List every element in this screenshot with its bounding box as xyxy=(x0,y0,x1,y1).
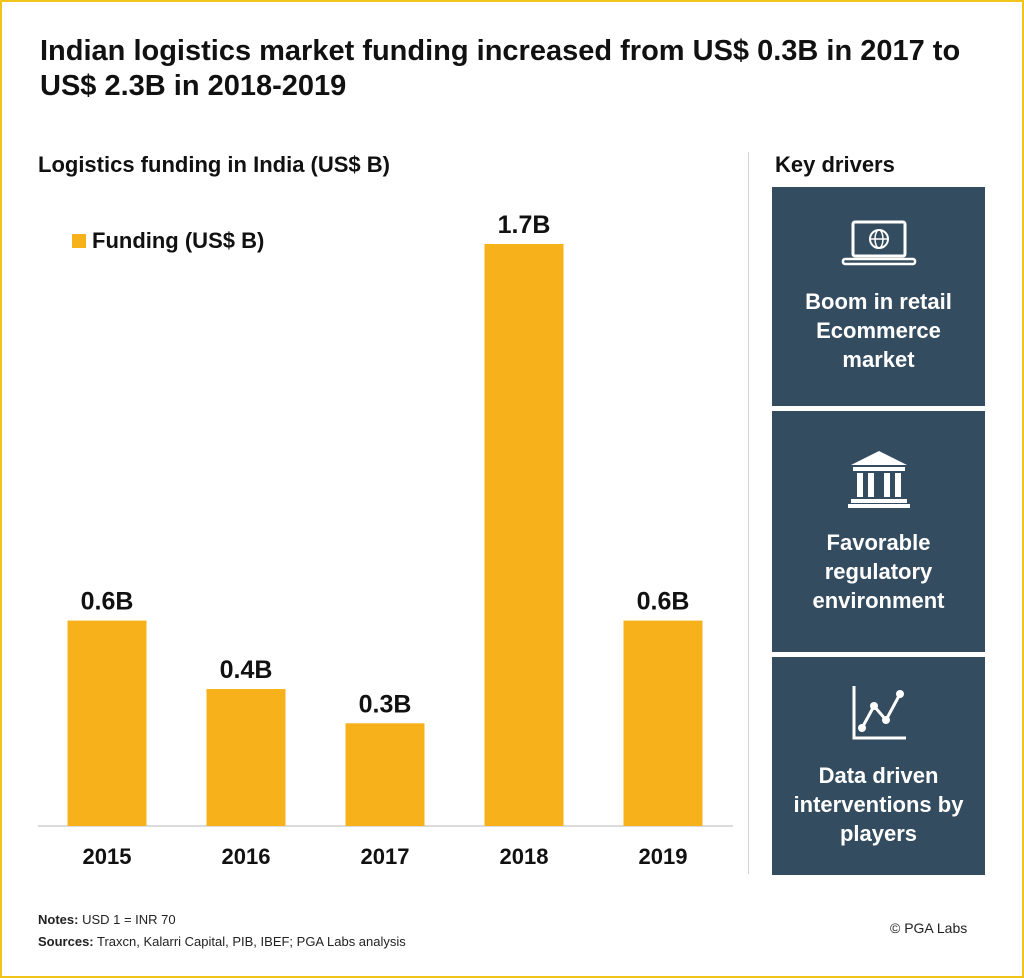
notes-label: Notes: xyxy=(38,912,79,927)
notes-text: USD 1 = INR 70 xyxy=(78,912,176,927)
copyright: © PGA Labs xyxy=(890,920,968,936)
x-tick-label-2016: 2016 xyxy=(222,844,271,869)
laptop-globe-icon xyxy=(841,220,917,273)
data-label-2019: 0.6B xyxy=(637,588,690,616)
driver-text: Data driven interventions by players xyxy=(793,763,964,846)
x-tick-label-2018: 2018 xyxy=(500,844,549,869)
line-chart-icon xyxy=(848,684,910,747)
bar-2018 xyxy=(484,244,564,826)
data-label-2017: 0.3B xyxy=(359,690,412,718)
driver-card-ecommerce: Boom in retail Ecommerce market xyxy=(772,187,985,406)
driver-text: Favorable regulatory environment xyxy=(812,529,945,613)
government-building-icon xyxy=(847,449,911,514)
sources-text: Traxcn, Kalarri Capital, PIB, IBEF; PGA … xyxy=(93,934,406,949)
x-tick-label-2017: 2017 xyxy=(361,844,410,869)
bar-2016 xyxy=(206,689,286,826)
bar-2019 xyxy=(623,620,703,826)
legend-swatch xyxy=(72,234,86,248)
chart-title: Logistics funding in India (US$ B) xyxy=(38,152,390,177)
driver-card-data: Data driven interventions by players xyxy=(772,657,985,875)
data-label-2016: 0.4B xyxy=(220,656,273,684)
chart-legend: Funding (US$ B) xyxy=(72,228,264,254)
page-headline: Indian logistics market funding increase… xyxy=(40,35,961,102)
bar-2015 xyxy=(67,620,147,826)
x-tick-label-2019: 2019 xyxy=(639,844,688,869)
x-tick-label-2015: 2015 xyxy=(83,844,132,869)
sources-label: Sources: xyxy=(38,934,94,949)
footnotes: Notes: USD 1 = INR 70 Sources: Traxcn, K… xyxy=(38,909,406,953)
legend-label: Funding (US$ B) xyxy=(92,228,265,253)
bar-2017 xyxy=(345,723,425,826)
section-divider xyxy=(748,152,749,874)
bar-chart: 0.6B 2015 0.4B 2016 0.3B 2017 1.7B 2018 0.6B 2019 xyxy=(38,211,733,869)
notes-line: Notes: USD 1 = INR 70 xyxy=(38,909,406,931)
driver-card-regulatory: Favorable regulatory environment xyxy=(772,411,985,652)
driver-text: Boom in retail Ecommerce market xyxy=(805,288,952,372)
data-label-2015: 0.6B xyxy=(81,588,134,616)
drivers-title: Key drivers xyxy=(775,152,895,177)
data-label-2018: 1.7B xyxy=(498,211,551,239)
sources-line: Sources: Traxcn, Kalarri Capital, PIB, I… xyxy=(38,931,406,953)
